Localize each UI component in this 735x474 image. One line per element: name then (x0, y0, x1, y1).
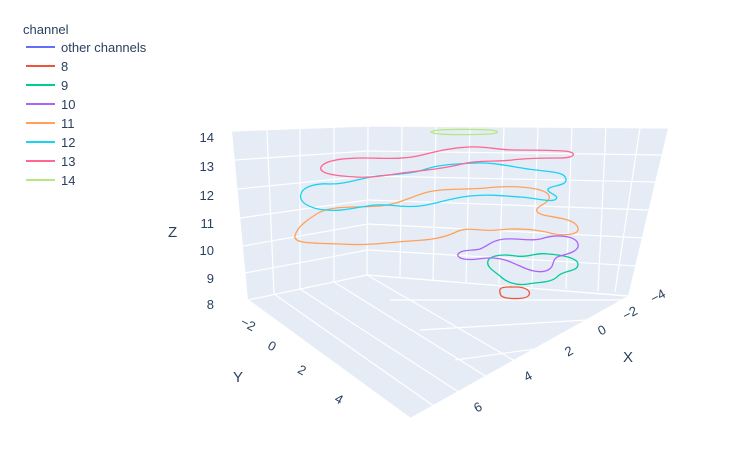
y-tick-label: 0 (265, 338, 278, 355)
z-tick-label: 13 (200, 159, 214, 174)
z-tick-label: 9 (207, 271, 214, 286)
legend-label: 14 (61, 173, 75, 188)
x-tick-label: −2 (620, 303, 640, 323)
x-tick-label: 4 (521, 368, 534, 385)
x-tick-label: 0 (595, 322, 608, 339)
grid-line (367, 125, 669, 129)
y-axis-title: Y (233, 369, 243, 386)
y-tick-label: 2 (295, 362, 308, 379)
grid-lines (231, 125, 669, 419)
z-tick-label: 14 (200, 130, 214, 145)
z-tick-label: 12 (200, 188, 214, 203)
legend-item[interactable]: other channels (26, 40, 147, 55)
legend-item[interactable]: 10 (26, 97, 75, 112)
z-tick-labels: 8 9 10 11 12 13 14 (200, 130, 214, 312)
grid-line (242, 223, 369, 247)
back-wall-right (367, 126, 668, 296)
z-tick-label: 8 (207, 297, 214, 312)
contour-level-13 (320, 146, 574, 178)
legend-item[interactable]: 12 (26, 135, 75, 150)
z-tick-label: 10 (200, 243, 214, 258)
grid-line (231, 125, 369, 132)
grid-line (367, 150, 663, 156)
legend-label: other channels (61, 40, 147, 55)
grid-line (247, 299, 411, 419)
scene (231, 125, 669, 419)
grid-line (419, 317, 621, 331)
legend-item[interactable]: 9 (26, 78, 68, 93)
grid-line (366, 274, 629, 297)
z-tick-label: 11 (201, 216, 215, 231)
legend-item[interactable]: 14 (26, 173, 75, 188)
contour-level-14 (430, 128, 499, 136)
legend-label: 12 (61, 135, 75, 150)
grid-line (237, 175, 369, 190)
legend-label: 9 (61, 78, 68, 93)
grid-line (234, 150, 369, 161)
grid-line (367, 175, 657, 183)
legend: channel other channels 8 9 10 11 12 13 14 (23, 22, 147, 188)
y-tick-label: 4 (332, 391, 345, 408)
grid-line (367, 223, 645, 239)
legend-label: 13 (61, 154, 75, 169)
grid-line (367, 249, 638, 267)
contour-level-8 (499, 286, 531, 300)
x-tick-label: 2 (562, 343, 575, 360)
legend-item[interactable]: 11 (26, 116, 75, 131)
legend-item[interactable]: 13 (26, 154, 75, 169)
contour-level-10 (457, 235, 579, 273)
grid-line (454, 339, 601, 361)
legend-title: channel (23, 22, 69, 37)
grid-line (299, 288, 469, 399)
z-axis-title: Z (168, 224, 177, 241)
grid-line (333, 281, 501, 386)
grid-line (366, 274, 535, 373)
grid-line (247, 274, 368, 301)
legend-item[interactable]: 8 (26, 59, 68, 74)
x-tick-label: −4 (648, 286, 668, 306)
contour-level-9 (487, 252, 579, 286)
x-tick-label: 6 (471, 399, 484, 416)
x-axis-title: X (623, 349, 633, 366)
grid-line (244, 249, 369, 274)
contour-lines (294, 128, 579, 300)
grid-line (239, 199, 369, 219)
contour-level-11 (294, 185, 579, 246)
grid-line (367, 199, 651, 211)
y-tick-label: −2 (238, 314, 258, 334)
grid-line (273, 293, 439, 410)
legend-label: 11 (61, 116, 75, 131)
legend-label: 8 (61, 59, 68, 74)
legend-label: 10 (61, 97, 75, 112)
